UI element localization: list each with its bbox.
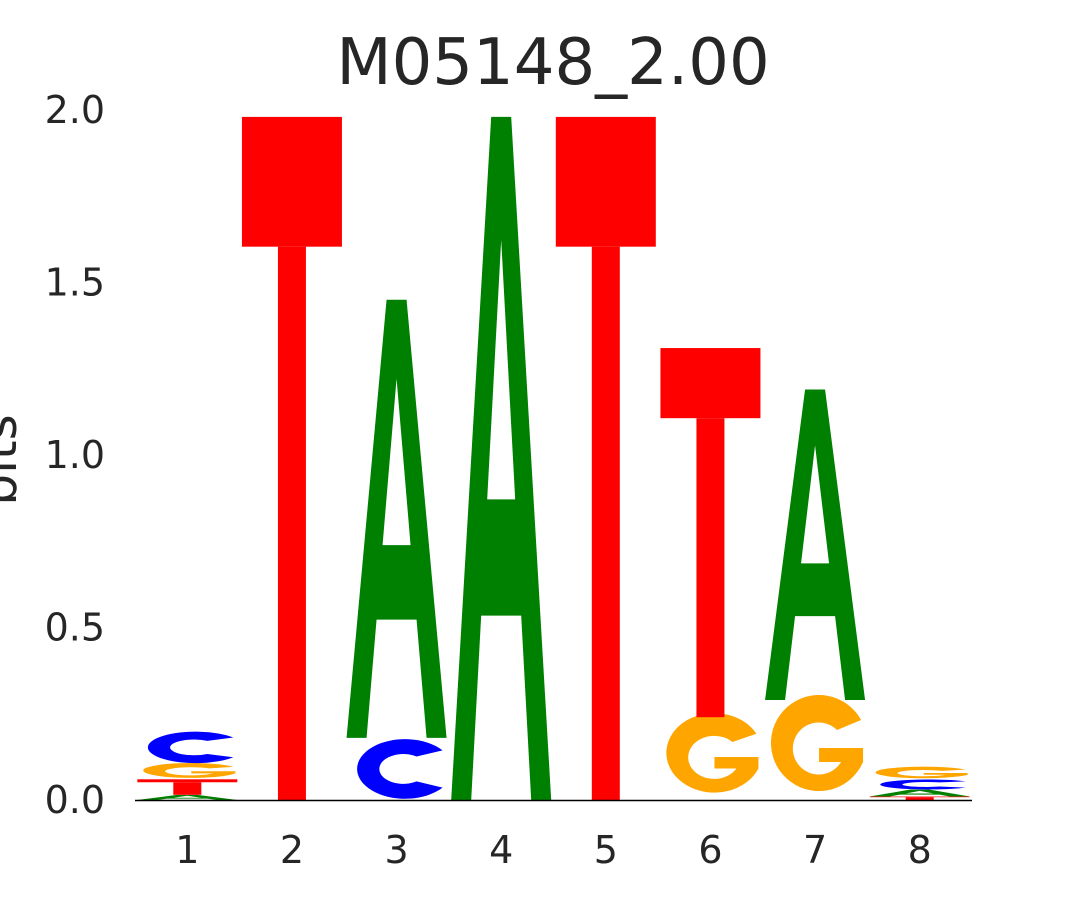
x-tick-label: 1 [175,828,199,872]
y-tick-label: 0.0 [45,778,105,822]
logo-glyphs [137,116,970,801]
logo-letter-t [241,116,342,801]
x-tick-label: 4 [489,828,513,872]
x-tick-label: 6 [698,828,722,872]
x-axis-ticks: 1 2 3 4 5 6 7 8 [175,828,932,872]
x-tick-label: 5 [594,828,618,872]
logo-letter-g [875,766,968,779]
y-axis-ticks: 0.0 0.5 1.0 1.5 2.0 [45,88,105,822]
y-tick-label: 0.5 [45,606,105,650]
logo-letter-a [765,389,866,700]
logo-letter-t [660,348,761,718]
logo-letter-t [869,796,970,800]
x-tick-label: 2 [280,828,304,872]
logo-letter-c [147,731,234,764]
logo-letter-t [137,779,238,795]
x-tick-label: 8 [908,828,932,872]
x-tick-label: 3 [384,828,408,872]
logo-letter-a [137,794,238,800]
logo-letter-a [451,116,552,800]
y-axis-label: bits [0,414,28,505]
logo-letter-t [555,116,656,801]
y-tick-label: 1.5 [45,261,105,305]
y-tick-label: 2.0 [45,88,105,132]
y-tick-label: 1.0 [45,433,105,477]
x-tick-label: 7 [803,828,827,872]
logo-letter-g [666,713,759,793]
chart-title: M05148_2.00 [336,26,769,100]
logo-letter-g [143,763,236,778]
logo-letter-c [880,779,966,790]
logo-letter-a [346,299,447,738]
logo-letter-c [357,739,443,799]
logo-letter-a [869,789,970,797]
logo-letter-g [770,695,864,792]
